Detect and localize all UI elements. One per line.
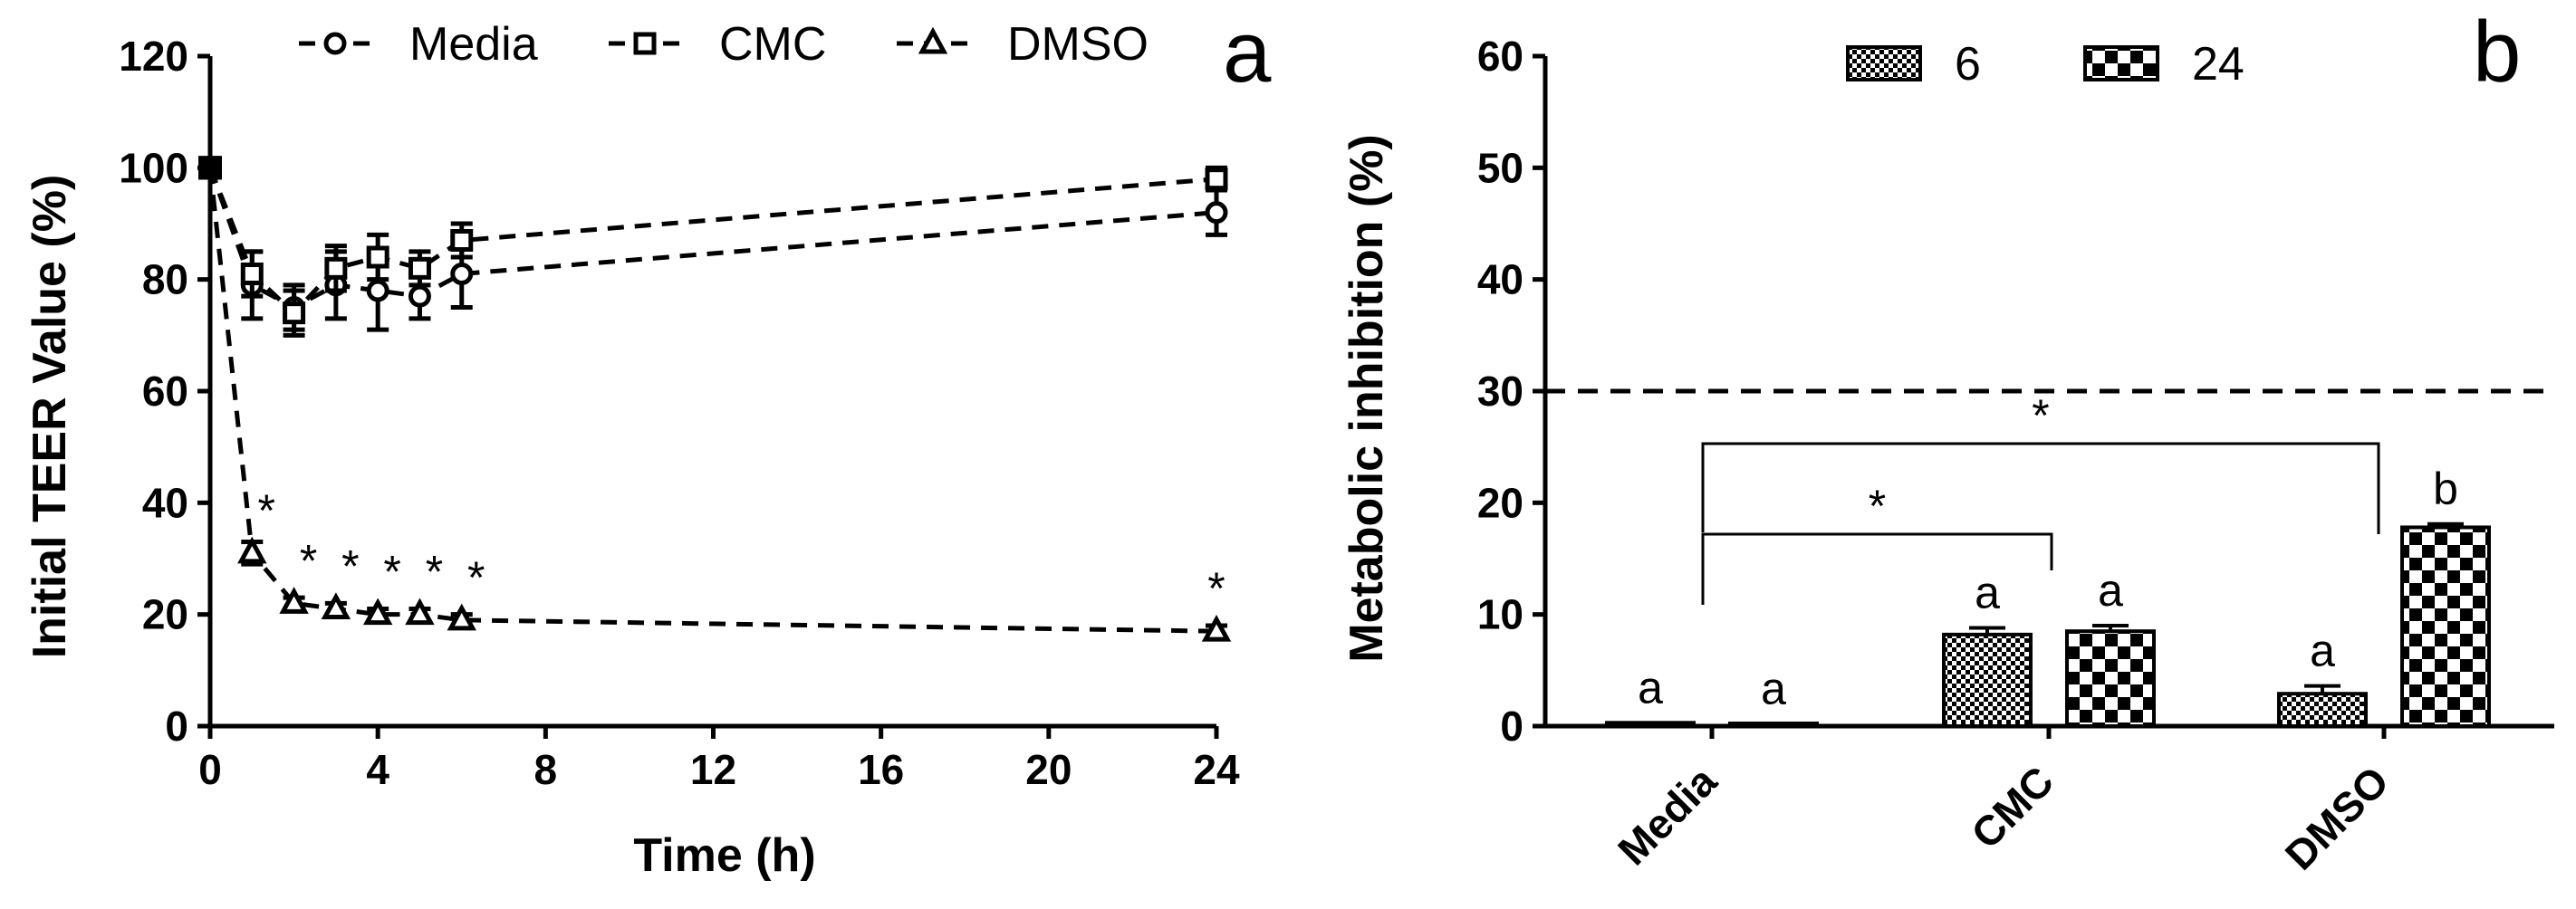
panel-a-plot: * * * * * * * xyxy=(198,156,1232,642)
panel-a-x-tick-label: 4 xyxy=(366,746,389,793)
panel-a-ylabel: Initial TEER Value (%) xyxy=(24,175,76,659)
legend-24h-label: 24 xyxy=(2192,38,2244,91)
panel-a-y-tick-label: 20 xyxy=(142,591,188,638)
panel-a-significance-star: * xyxy=(383,547,400,598)
legend-6h-label: 6 xyxy=(1955,38,1981,91)
panel-a-x-tick-label: 16 xyxy=(858,746,904,793)
panel-a-significance-star: * xyxy=(258,485,275,536)
series-cmc-line xyxy=(207,167,1217,317)
panel-b-legend: 6 24 xyxy=(1846,38,2244,91)
panel-a-x-tick-label: 0 xyxy=(198,746,222,793)
panel-a-y-tick-label: 0 xyxy=(165,703,188,750)
series-media-point xyxy=(1205,201,1228,225)
bar-24h-dmso xyxy=(2400,525,2491,729)
legend-dmso-label: DMSO xyxy=(1007,18,1149,71)
legend-cmc-marker xyxy=(633,32,657,55)
panel-a-y-tick-label: 60 xyxy=(142,368,188,415)
bar-significance-letter: a xyxy=(1975,567,2000,617)
legend-6h-swatch xyxy=(1846,45,1922,81)
panel-a-significance-star: * xyxy=(426,547,443,598)
panel-a-x-tick-label: 8 xyxy=(534,746,558,793)
panel-b-axes: 0 10 20 30 40 50 60 Media CMC DMSO xyxy=(1477,33,2554,879)
panel-a-x-tick-label: 24 xyxy=(1193,746,1240,793)
panel-b: b 6 24 Metabolic inhibition (%) 0 10 20 30 40… xyxy=(1341,4,2554,879)
panel-a-y-tick-label: 80 xyxy=(142,256,188,303)
series-cmc-point xyxy=(366,245,389,269)
panel-a-significance-star: * xyxy=(300,535,317,586)
series-dmso-point xyxy=(237,536,267,564)
series-media-point xyxy=(366,279,389,302)
panel-b-y-tick-label: 10 xyxy=(1477,591,1523,638)
bar-6h-dmso xyxy=(2277,692,2368,729)
legend-media-marker xyxy=(323,32,347,55)
bar-significance-letter: a xyxy=(2310,626,2335,676)
panel-a-significance-star: * xyxy=(341,541,359,592)
bar-6h-media xyxy=(1605,721,1696,728)
panel-b-plot: a a a a a b * * xyxy=(1545,388,2554,729)
panel-a-axes: 0 20 40 60 80 100 120 0 4 8 12 16 20 24 xyxy=(119,33,1240,793)
panel-b-y-tick-label: 0 xyxy=(1500,703,1523,750)
series-dmso-point xyxy=(447,603,476,631)
bar-6h-cmc xyxy=(1942,632,2033,728)
bar-24h-media xyxy=(1728,722,1819,728)
series-dmso-point xyxy=(198,156,222,180)
series-cmc-point xyxy=(240,263,264,285)
panel-a-significance-star: * xyxy=(1207,563,1225,614)
bar-significance-letter: a xyxy=(2098,565,2123,616)
series-cmc-point xyxy=(450,229,474,252)
panel-a-y-tick-label: 100 xyxy=(119,144,188,191)
bar-24h-cmc xyxy=(2065,629,2156,729)
series-dmso-point xyxy=(1201,614,1232,642)
legend-media-label: Media xyxy=(409,18,538,71)
panel-a-x-tick-label: 12 xyxy=(690,746,736,793)
series-cmc-point xyxy=(324,256,348,280)
legend-dmso-marker xyxy=(918,26,948,54)
panel-a-letter: a xyxy=(1223,4,1272,100)
panel-b-y-tick-label: 60 xyxy=(1477,33,1523,80)
series-dmso-line xyxy=(207,167,1217,634)
series-dmso-point xyxy=(362,598,393,626)
panel-b-y-tick-label: 30 xyxy=(1477,368,1523,415)
panel-b-letter: b xyxy=(2473,4,2521,100)
series-media-line xyxy=(207,167,1217,311)
panel-b-ylabel: Metabolic inhibition (%) xyxy=(1341,134,1393,663)
panel-b-y-tick-label: 20 xyxy=(1477,479,1523,526)
series-dmso-point xyxy=(321,592,351,619)
series-cmc-point xyxy=(283,301,306,325)
panel-b-x-tick-label: CMC xyxy=(1962,757,2062,857)
bar-significance-letter: a xyxy=(1761,664,1786,714)
panel-a-xlabel: Time (h) xyxy=(633,829,815,882)
panel-a-y-tick-label: 40 xyxy=(142,479,188,526)
legend-cmc-label: CMC xyxy=(719,18,826,71)
panel-b-significance-bracket xyxy=(1701,532,2053,605)
panel-a-legend: Media CMC DMSO xyxy=(299,18,1149,71)
panel-b-bracket-star: * xyxy=(1869,481,1886,531)
series-dmso-point xyxy=(405,598,435,626)
panel-b-bracket-star: * xyxy=(2032,390,2049,441)
series-cmc-point xyxy=(1205,167,1228,191)
panel-b-x-tick-label: DMSO xyxy=(2276,757,2398,878)
panel-b-y-tick-label: 40 xyxy=(1477,256,1523,303)
bar-significance-letter: a xyxy=(1638,662,1663,713)
panel-b-x-tick-label: Media xyxy=(1609,757,1725,874)
legend-24h-swatch xyxy=(2083,45,2159,81)
panel-a-significance-star: * xyxy=(467,552,485,603)
series-cmc-point xyxy=(408,256,431,280)
panel-a: a Media CMC DMSO Initial TEER Value (%) Ti… xyxy=(24,4,1272,882)
series-media-point xyxy=(408,284,431,308)
panel-b-significance-bracket xyxy=(1701,442,2380,534)
series-dmso-point xyxy=(279,587,309,614)
bar-significance-letter: b xyxy=(2433,464,2458,514)
series-media-point xyxy=(450,263,474,285)
panel-a-x-tick-label: 20 xyxy=(1025,746,1072,793)
panel-b-y-tick-label: 50 xyxy=(1477,144,1523,191)
panel-a-y-tick-label: 120 xyxy=(119,33,188,80)
